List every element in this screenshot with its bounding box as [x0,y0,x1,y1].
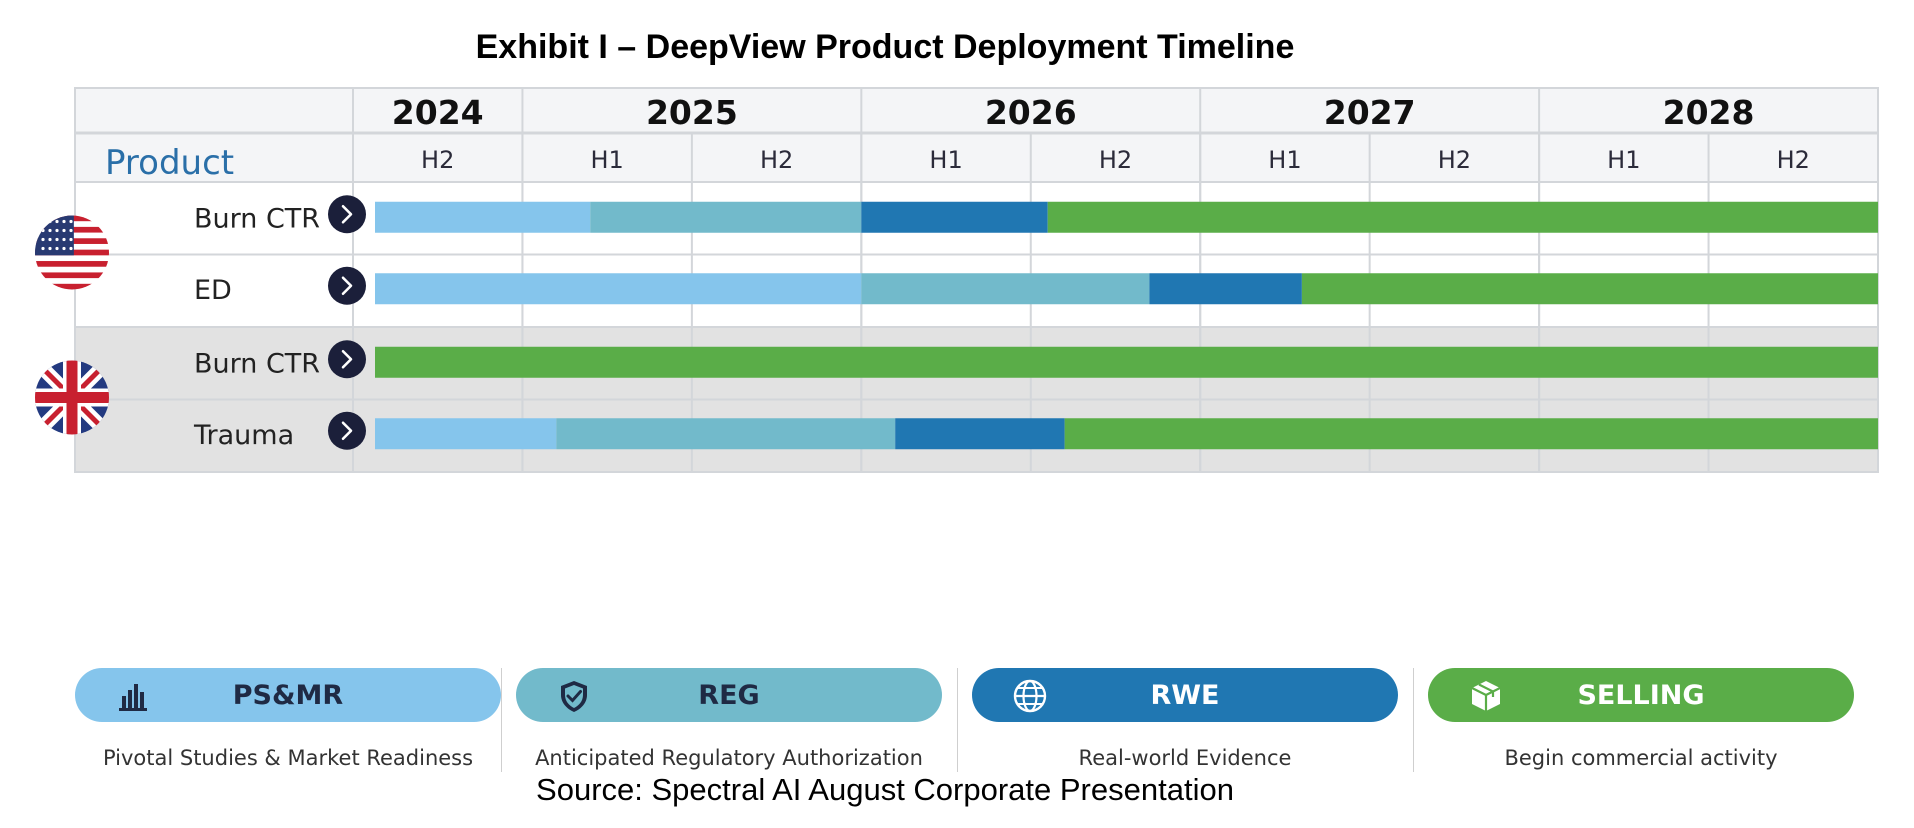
legend-description: Anticipated Regulatory Authorization [535,746,923,770]
bar-selling [1301,273,1878,305]
bar-reg [556,418,896,450]
bar-psmr [375,418,557,450]
row-label: Burn CTR [194,348,320,379]
chart-title: Exhibit I – DeepView Product Deployment … [475,28,1295,66]
bar-reg [861,273,1150,305]
uk-flag-icon [35,360,109,435]
legend-item-selling: SELLING [1428,668,1854,722]
row-label: Trauma [193,420,294,451]
shield-check-icon [561,681,587,712]
half-label: H1 [929,146,962,174]
source-note: Source: Spectral AI August Corporate Pre… [536,772,1234,807]
half-label: H2 [1438,146,1471,174]
half-label: H1 [1607,146,1640,174]
box-icon [1471,681,1501,711]
us-flag-icon [35,215,109,290]
chevron-right-icon [341,421,353,441]
legend-item-psmr: PS&MR [75,668,501,722]
chevron-right-icon [341,204,353,224]
legend-item-reg: REG [516,668,942,722]
row-expand-button[interactable] [328,340,366,379]
half-label: H2 [1777,146,1810,174]
half-label: H2 [421,146,454,174]
bar-chart-icon [119,684,147,711]
row-expand-button[interactable] [328,411,366,450]
header-background [75,88,1878,182]
half-label: H2 [760,146,793,174]
bar-rwe [861,201,1048,233]
row-label: ED [194,275,232,306]
row-expand-button[interactable] [328,266,366,305]
legend-divider [501,668,502,772]
year-label: 2028 [1663,93,1755,132]
legend-label: SELLING [1577,679,1705,711]
half-label: H2 [1099,146,1132,174]
year-label: 2026 [985,93,1077,132]
year-label: 2024 [392,93,484,132]
bar-rwe [895,418,1065,450]
chevron-right-icon [341,276,353,296]
bar-reg [590,201,862,233]
bar-selling [1047,201,1878,233]
bar-selling [375,346,1878,378]
bar-selling [1064,418,1878,450]
legend-description: Pivotal Studies & Market Readiness [102,746,474,770]
half-label: H1 [1268,146,1301,174]
bar-psmr [375,201,591,233]
product-header: Product [105,143,234,183]
legend-description: Real-world Evidence [1078,746,1292,770]
globe-icon [1013,679,1047,713]
bar-rwe [1149,273,1302,305]
row-label: Burn CTR [194,203,320,234]
gantt-chart: 2024 H2 2025 H1 H2 2026 H1 H2 2027 H1 H2 2028 H1 H2 Pr… [35,87,1879,473]
legend-divider [957,668,958,772]
legend-label: RWE [1150,679,1220,711]
row-expand-button[interactable] [328,195,366,234]
legend-label: REG [698,679,760,711]
year-label: 2025 [646,93,738,132]
legend-divider [1413,668,1414,772]
bar-psmr [375,273,862,305]
year-label: 2027 [1324,93,1416,132]
half-label: H1 [591,146,624,174]
legend-description: Begin commercial activity [1504,746,1778,770]
chevron-right-icon [341,349,353,369]
legend-label: PS&MR [232,679,344,711]
legend-item-rwe: RWE [972,668,1398,722]
